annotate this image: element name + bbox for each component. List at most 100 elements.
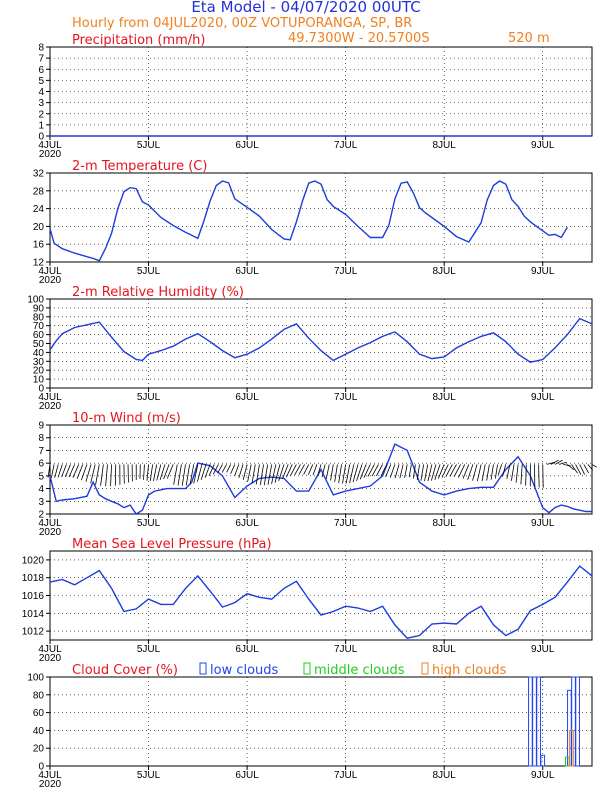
x-tick-label: 7JUL — [334, 644, 358, 655]
wind-arrow — [510, 464, 515, 481]
panel-frame — [49, 676, 593, 767]
cloud-bar-high — [569, 729, 574, 767]
wind-arrow — [72, 464, 80, 478]
wind-arrow — [453, 464, 461, 477]
wind-arrow — [208, 464, 215, 476]
x-tick-label: 4JUL — [38, 644, 62, 655]
y-tick-label: 2 — [38, 109, 44, 120]
wind-arrow — [267, 464, 273, 485]
y-tick-label: 16 — [33, 240, 45, 251]
wind-arrow — [285, 464, 293, 478]
series-line — [49, 565, 593, 639]
wind-arrow — [85, 464, 92, 482]
wind-arrow — [538, 464, 540, 488]
x-tick-label: 4JUL — [38, 392, 62, 403]
x-tick-label: 6JUL — [235, 266, 259, 277]
x-tick-label: 9JUL — [531, 770, 555, 781]
y-tick-label: 28 — [33, 186, 45, 197]
wind-arrow — [47, 464, 51, 478]
legend-swatch-high — [421, 662, 429, 675]
wind-arrow — [68, 464, 76, 478]
wind-arrow — [298, 464, 305, 475]
wind-arrow — [342, 464, 347, 484]
x-tick-year: 2020 — [39, 527, 62, 538]
wind-arrow — [57, 464, 63, 478]
y-tick-label: 1020 — [22, 555, 45, 566]
y-tick-label: 6 — [38, 459, 44, 470]
wind-arrow — [185, 464, 191, 486]
y-tick-label: 60 — [33, 708, 45, 719]
y-tick-label: 50 — [33, 339, 45, 350]
wind-arrow — [303, 464, 310, 475]
cloud-bar-low — [528, 676, 533, 767]
y-tick-label: 70 — [33, 321, 45, 332]
panel-title: 2-m Relative Humidity (%) — [72, 285, 244, 300]
wind-arrow — [153, 464, 158, 482]
wind-arrow — [389, 464, 396, 478]
wind-arrow — [494, 464, 498, 479]
x-tick-label: 6JUL — [235, 644, 259, 655]
y-tick-label: 8 — [38, 43, 44, 54]
wind-arrow — [221, 464, 227, 473]
wind-arrow — [486, 464, 490, 481]
x-tick-label: 8JUL — [433, 518, 457, 529]
wind-arrow — [559, 461, 567, 465]
wind-arrow — [325, 464, 330, 480]
x-tick-label: 7JUL — [334, 392, 358, 403]
legend-label-low: low clouds — [210, 663, 279, 678]
cloud-bar-low — [575, 676, 580, 767]
wind-arrow — [416, 464, 420, 480]
wind-arrow — [467, 464, 474, 480]
y-tick-label: 1012 — [22, 627, 45, 638]
y-tick-label: 80 — [33, 312, 45, 323]
wind-arrow — [334, 464, 338, 482]
chart-subtitle: Hourly from 04JUL2020, 00Z VOTUPORANGA, … — [72, 16, 412, 31]
wind-arrow — [367, 464, 375, 477]
series-line — [49, 180, 568, 262]
wind-arrow — [376, 464, 383, 477]
wind-arrow — [434, 464, 441, 480]
wind-arrow — [420, 464, 425, 481]
x-tick-label: 6JUL — [235, 518, 259, 529]
wind-arrow — [404, 464, 408, 478]
wind-arrow — [159, 464, 166, 480]
x-tick-label: 8JUL — [433, 644, 457, 655]
x-tick-label: 5JUL — [137, 770, 161, 781]
y-tick-label: 2 — [38, 510, 44, 521]
wind-arrow — [259, 464, 264, 486]
y-tick-label: 12 — [33, 258, 45, 269]
y-tick-label: 1 — [38, 120, 44, 131]
x-tick-label: 4JUL — [38, 770, 62, 781]
x-tick-label: 8JUL — [433, 770, 457, 781]
wind-arrow — [338, 464, 342, 483]
wind-arrow — [587, 464, 594, 471]
legend-swatch-mid — [303, 662, 311, 675]
wind-arrow — [476, 464, 482, 482]
x-tick-label: 8JUL — [433, 392, 457, 403]
wind-arrow — [282, 464, 289, 480]
wind-arrow — [363, 464, 371, 478]
wind-arrow — [408, 464, 412, 478]
wind-arrow — [542, 464, 544, 488]
y-tick-label: 0 — [38, 762, 44, 773]
wind-arrow — [371, 464, 379, 477]
wind-arrow — [61, 464, 67, 478]
panel-2: 12 16 20 24 28 32 4JUL2020 5JUL 6JUL 7JUL 8JUL 9JUL… — [33, 159, 593, 286]
x-tick-label: 5JUL — [137, 518, 161, 529]
y-tick-label: 9 — [38, 421, 44, 432]
x-tick-label: 5JUL — [137, 392, 161, 403]
wind-arrow — [100, 464, 104, 486]
wind-arrow — [64, 464, 71, 478]
y-tick-label: 20 — [33, 744, 45, 755]
wind-arrow — [352, 464, 359, 483]
elevation: 520 m — [508, 31, 550, 46]
x-tick-label: 4JUL — [38, 266, 62, 277]
wind-arrow — [271, 464, 277, 485]
y-tick-label: 24 — [33, 204, 45, 215]
wind-arrow — [579, 464, 586, 475]
panel-4: 2 3 4 56 7 89 4JUL2020 5JUL 6JUL 7JUL 8JUL 9JUL 10-m… — [38, 411, 597, 538]
wind-arrow — [177, 464, 182, 486]
x-tick-label: 7JUL — [334, 518, 358, 529]
x-tick-label: 9JUL — [531, 644, 555, 655]
